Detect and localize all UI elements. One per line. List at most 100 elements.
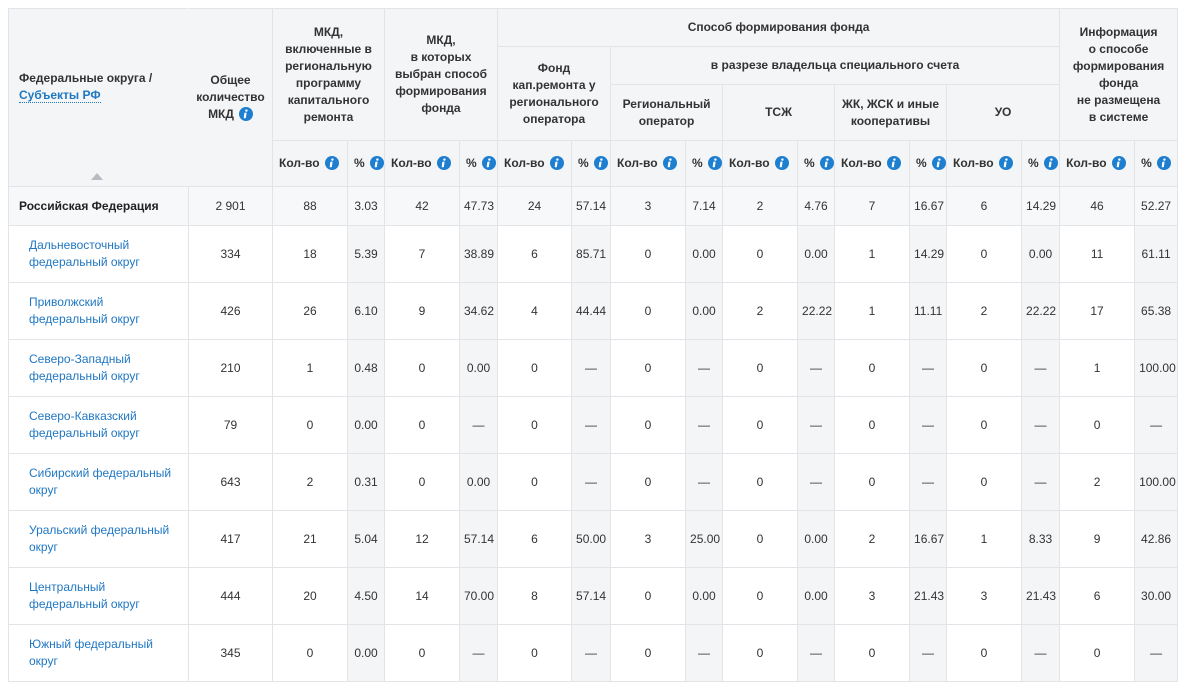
cell: 1 — [946, 510, 1023, 568]
info-icon[interactable] — [369, 156, 384, 170]
cell: 8.33 — [1021, 510, 1061, 568]
subheader-label: % — [354, 156, 365, 170]
by-owner-header: в разрезе владельца специального счета — [610, 46, 1061, 85]
sort-arrow[interactable] — [91, 173, 103, 180]
cell: 16.67 — [909, 510, 948, 568]
cell: 444 — [188, 567, 273, 625]
cell: 88 — [272, 186, 348, 226]
subheader-label: % — [692, 156, 703, 170]
region-title: Федеральные округа / — [19, 71, 153, 85]
cell: 1 — [272, 339, 348, 397]
cell: 1 — [834, 282, 911, 340]
subjects-link[interactable]: Субъекты РФ — [19, 88, 101, 103]
info-icon[interactable] — [436, 156, 451, 170]
subheader-label: Кол-во — [279, 156, 320, 170]
table-row: Уральский федеральный округ 417 21 5.04 12 57… — [8, 510, 1179, 568]
cell: 5.39 — [347, 225, 385, 283]
region-name[interactable]: Уральский федеральный округ — [8, 510, 189, 568]
cell: 100.00 — [1134, 453, 1179, 511]
cell: 0 — [834, 624, 911, 682]
cell: 0 — [946, 396, 1023, 454]
method-header: Способ формирования фонда — [497, 8, 1061, 47]
cell: 6.10 — [347, 282, 385, 340]
cell: 0 — [722, 624, 799, 682]
info-icon[interactable] — [1156, 156, 1171, 170]
cell: 345 — [188, 624, 273, 682]
cell: 0 — [722, 396, 799, 454]
cell: 46 — [1059, 186, 1136, 226]
info-icon[interactable] — [324, 156, 339, 170]
cell: 3 — [610, 186, 687, 226]
cell: 0 — [610, 396, 687, 454]
cell: — — [1021, 453, 1061, 511]
region-name[interactable]: Северо-Западный федеральный округ — [8, 339, 189, 397]
cell: 0 — [497, 339, 573, 397]
cell: 0.31 — [347, 453, 385, 511]
info-icon[interactable] — [662, 156, 677, 170]
subheader-label: % — [466, 156, 477, 170]
cell: 0.00 — [458, 339, 499, 397]
info-icon[interactable] — [1111, 156, 1126, 170]
cell: 0.00 — [685, 225, 724, 283]
info-icon[interactable] — [238, 107, 253, 121]
subheader: Кол-во — [272, 140, 348, 187]
cell: 17 — [1059, 282, 1136, 340]
cell: 47.73 — [458, 186, 499, 226]
cell: 5.04 — [347, 510, 385, 568]
cell: 11 — [1059, 225, 1136, 283]
subheader: Кол-во — [722, 140, 799, 187]
region-name[interactable]: Дальневосточный федеральный округ — [8, 225, 189, 283]
subheader-label: Кол-во — [1066, 156, 1107, 170]
table-head: Федеральные округа / Субъекты РФ Общее ко… — [8, 8, 1179, 187]
region-header[interactable]: Федеральные округа / Субъекты РФ — [8, 8, 189, 187]
cell: 0 — [497, 624, 573, 682]
region-name[interactable]: Северо-Кавказский федеральный округ — [8, 396, 189, 454]
info-icon[interactable] — [549, 156, 564, 170]
info-icon[interactable] — [707, 156, 722, 170]
cell: — — [797, 453, 836, 511]
cell: 0.00 — [458, 453, 499, 511]
cell: — — [909, 624, 948, 682]
info-icon[interactable] — [593, 156, 608, 170]
cell: 0 — [946, 453, 1023, 511]
included-header: МКД, включенные в региональную программу… — [272, 8, 385, 141]
owner-header: ТСЖ — [722, 84, 836, 141]
subheader: % — [1021, 140, 1061, 187]
cell: 0 — [384, 453, 460, 511]
data-table: Федеральные округа / Субъекты РФ Общее ко… — [8, 8, 1179, 682]
info-icon[interactable] — [998, 156, 1013, 170]
table-row: Северо-Западный федеральный округ 210 1 0.4… — [8, 339, 1179, 397]
subheader: Кол-во — [834, 140, 911, 187]
info-icon[interactable] — [774, 156, 789, 170]
cell: 18 — [272, 225, 348, 283]
cell: — — [909, 453, 948, 511]
table-row: Северо-Кавказский федеральный округ 79 0 0.… — [8, 396, 1179, 454]
cell: — — [685, 624, 724, 682]
region-name[interactable]: Центральный федеральный округ — [8, 567, 189, 625]
total-title: Общее количество МКД — [196, 73, 265, 121]
cell: 21.43 — [909, 567, 948, 625]
cell: 14.29 — [1021, 186, 1061, 226]
cell: 0 — [946, 624, 1023, 682]
cell: 11.11 — [909, 282, 948, 340]
info-icon[interactable] — [931, 156, 946, 170]
cell: 0.00 — [685, 282, 724, 340]
cell: 0 — [610, 453, 687, 511]
info-icon[interactable] — [481, 156, 496, 170]
cell: — — [458, 624, 499, 682]
owner-header: Региональный оператор — [610, 84, 724, 141]
cell: — — [685, 339, 724, 397]
region-name[interactable]: Приволжский федеральный округ — [8, 282, 189, 340]
info-icon[interactable] — [1043, 156, 1058, 170]
subheader-label: Кол-во — [953, 156, 994, 170]
subheader-label: % — [1141, 156, 1152, 170]
cell: 0 — [497, 453, 573, 511]
cell: 2 — [272, 453, 348, 511]
region-name[interactable]: Южный федеральный округ — [8, 624, 189, 682]
cell: 3.03 — [347, 186, 385, 226]
info-icon[interactable] — [819, 156, 834, 170]
region-name[interactable]: Сибирский федеральный округ — [8, 453, 189, 511]
cell: 0 — [722, 339, 799, 397]
info-icon[interactable] — [886, 156, 901, 170]
